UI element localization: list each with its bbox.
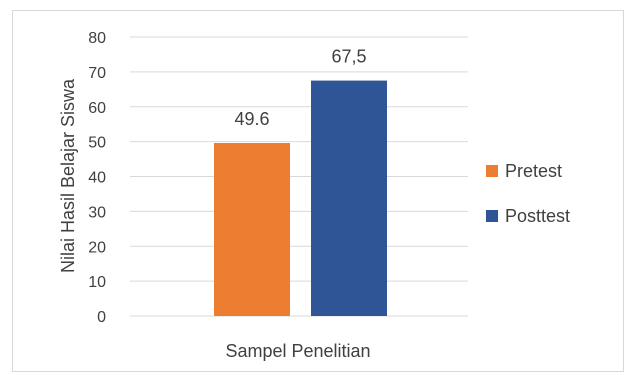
x-axis-title: Sampel Penelitian [225,341,370,361]
bar-pretest [214,143,290,316]
legend-label-posttest: Posttest [505,206,570,226]
y-tick-label: 70 [88,65,106,82]
legend-swatch-posttest [486,210,498,222]
y-tick-label: 80 [88,30,106,47]
y-tick-label: 30 [88,204,106,221]
bars [214,80,387,316]
y-tick-labels: 0 10 20 30 40 50 60 70 80 [88,30,106,326]
y-tick-label: 10 [88,274,106,291]
y-tick-label: 40 [88,170,106,187]
gridlines [130,36,468,317]
data-label-pretest: 49.6 [234,109,269,129]
legend: Pretest Posttest [486,161,570,226]
data-label-posttest: 67,5 [331,47,366,67]
data-labels: 49.6 67,5 [234,47,366,129]
y-axis-title: Nilai Hasil Belajar Siswa [58,78,78,273]
y-tick-label: 60 [88,100,106,117]
bar-posttest [311,80,387,316]
y-tick-label: 20 [88,239,106,256]
y-tick-label: 50 [88,135,106,152]
legend-swatch-pretest [486,165,498,177]
y-tick-label: 0 [97,309,106,326]
legend-label-pretest: Pretest [505,161,562,181]
